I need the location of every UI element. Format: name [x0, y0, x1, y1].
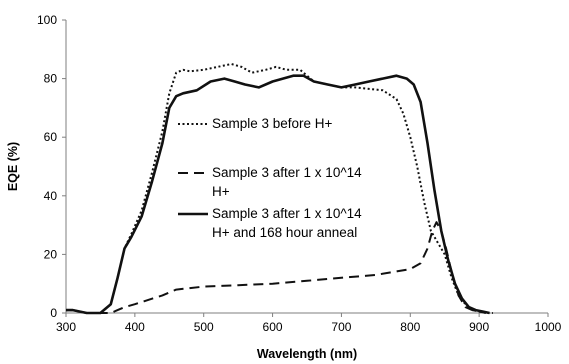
legend-label: H+ and 168 hour anneal — [212, 225, 357, 240]
y-tick-label: 100 — [37, 13, 57, 27]
x-tick-label: 600 — [263, 320, 283, 334]
x-tick-label: 1000 — [535, 320, 562, 334]
y-tick-label: 40 — [44, 189, 58, 203]
y-axis-title: EQE (%) — [6, 142, 20, 191]
legend-label: H+ — [212, 184, 230, 199]
x-tick-label: 400 — [125, 320, 145, 334]
legend-label: Sample 3 after 1 x 10^14 — [212, 165, 362, 180]
x-tick-label: 800 — [400, 320, 420, 334]
series-dotted-line — [66, 63, 493, 314]
x-tick-label: 700 — [331, 320, 351, 334]
x-tick-label: 500 — [194, 320, 214, 334]
series-solid-line — [66, 74, 490, 315]
y-tick-label: 60 — [44, 130, 58, 144]
y-tick-label: 0 — [50, 306, 57, 320]
legend: Sample 3 before H+ Sample 3 after 1 x 10^… — [178, 116, 362, 240]
series-group — [66, 63, 493, 315]
y-tick-label: 80 — [44, 72, 58, 86]
x-axis-title: Wavelength (nm) — [257, 347, 357, 361]
legend-label: Sample 3 after 1 x 10^14 — [212, 206, 362, 221]
series-dashed-line — [66, 221, 487, 314]
x-tick-label: 900 — [469, 320, 489, 334]
y-tick-label: 20 — [44, 247, 58, 261]
legend-label: Sample 3 before H+ — [212, 116, 333, 131]
axes: 0 20 40 60 80 100 300 400 500 600 700 800 900 1000 — [37, 13, 562, 334]
x-tick-label: 300 — [56, 320, 76, 334]
